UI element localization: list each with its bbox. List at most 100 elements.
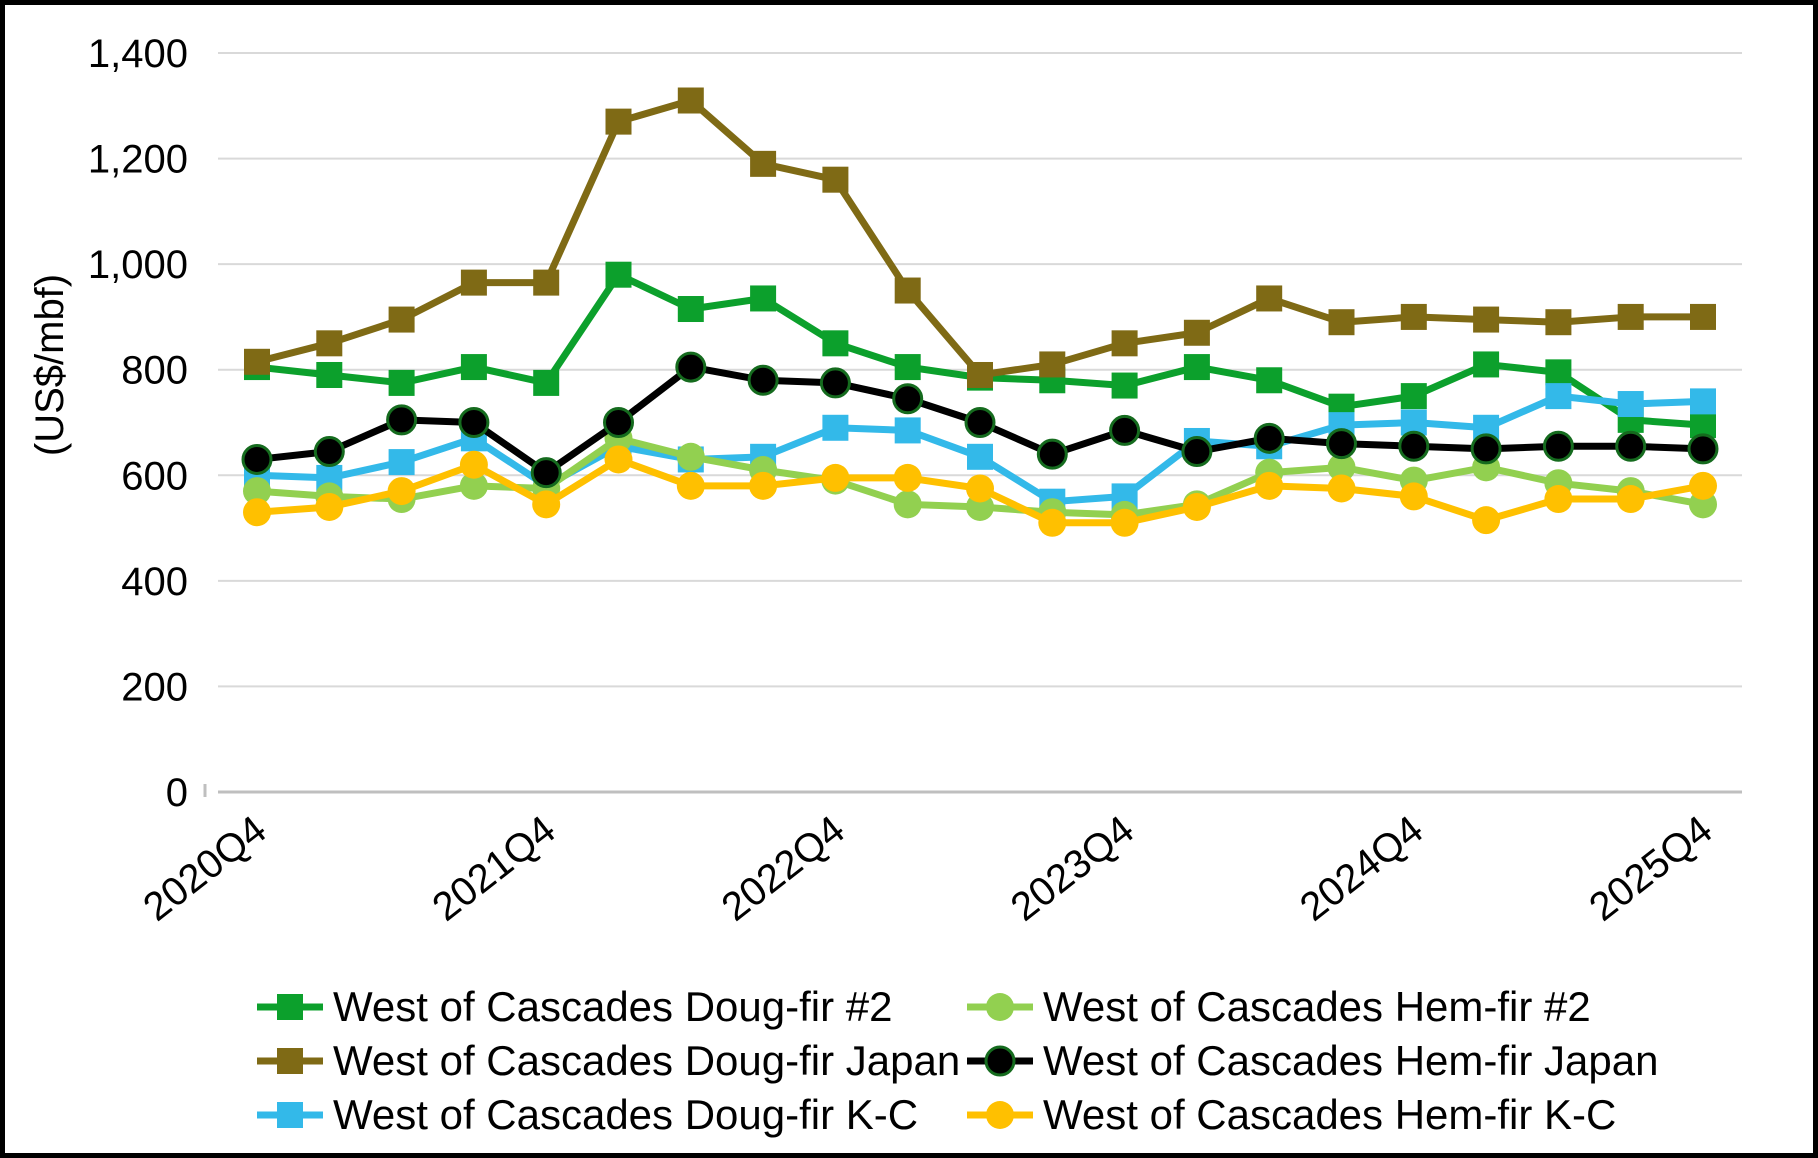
legend-label-west-of-cascades-doug-fir-k-c: West of Cascades Doug-fir K-C <box>333 1091 918 1138</box>
marker-west-of-cascades-hem-fir-k-c-2025Q2 <box>1544 485 1573 514</box>
marker-west-of-cascades-doug-fir-2-2024Q2 <box>1256 367 1283 394</box>
marker-west-of-cascades-hem-fir-2-2022Q2 <box>676 442 705 471</box>
marker-west-of-cascades-doug-fir-japan-2024Q1 <box>1183 319 1210 346</box>
marker-west-of-cascades-hem-fir-2-2023Q1 <box>893 490 922 519</box>
marker-west-of-cascades-doug-fir-2-2021Q1 <box>316 361 343 388</box>
marker-west-of-cascades-doug-fir-2-2024Q1 <box>1183 354 1210 381</box>
legend-marker-west-of-cascades-doug-fir-japan <box>277 1048 303 1074</box>
chart-canvas: 0 200 400 600 800 1,000 1,200 1,400 2020Q4 2021Q4… <box>28 32 1742 1138</box>
marker-west-of-cascades-hem-fir-2-2020Q4 <box>243 477 271 506</box>
x-tick-label-2023Q4: 2023Q4 <box>1003 807 1142 929</box>
marker-west-of-cascades-hem-fir-japan-2022Q1 <box>603 407 634 438</box>
marker-west-of-cascades-hem-fir-japan-2020Q4 <box>241 443 273 475</box>
marker-west-of-cascades-doug-fir-japan-2022Q3 <box>750 150 777 177</box>
marker-west-of-cascades-doug-fir-japan-2025Q1 <box>1473 306 1500 333</box>
marker-west-of-cascades-hem-fir-k-c-2023Q2 <box>966 474 994 503</box>
marker-west-of-cascades-doug-fir-k-c-2025Q3 <box>1617 391 1644 418</box>
marker-west-of-cascades-doug-fir-k-c-2023Q1 <box>894 417 921 444</box>
marker-west-of-cascades-hem-fir-japan-2022Q3 <box>747 364 779 396</box>
marker-west-of-cascades-hem-fir-japan-2025Q3 <box>1615 430 1647 462</box>
legend-label-west-of-cascades-hem-fir-2: West of Cascades Hem-fir #2 <box>1043 983 1591 1030</box>
marker-west-of-cascades-hem-fir-japan-2021Q1 <box>313 436 345 468</box>
marker-west-of-cascades-hem-fir-japan-2024Q4 <box>1398 430 1430 462</box>
y-tick-label-1000: 1,000 <box>88 243 188 287</box>
line-west-of-cascades-doug-fir-2 <box>253 271 1707 429</box>
marker-west-of-cascades-hem-fir-japan-2021Q3 <box>458 407 490 438</box>
legend-item-west-of-cascades-hem-fir-k-c: West of Cascades Hem-fir K-C <box>967 1091 1616 1138</box>
legend-item-west-of-cascades-hem-fir-2: West of Cascades Hem-fir #2 <box>967 983 1591 1030</box>
marker-west-of-cascades-doug-fir-k-c-2025Q4 <box>1690 388 1716 415</box>
marker-west-of-cascades-hem-fir-japan-2024Q3 <box>1326 428 1357 460</box>
marker-west-of-cascades-hem-fir-k-c-2022Q4 <box>821 463 850 492</box>
legend-marker-west-of-cascades-hem-fir-k-c <box>986 1101 1014 1129</box>
marker-west-of-cascades-hem-fir-k-c-2024Q4 <box>1399 482 1428 511</box>
marker-west-of-cascades-hem-fir-japan-2025Q2 <box>1542 430 1574 462</box>
marker-west-of-cascades-doug-fir-japan-2021Q3 <box>460 269 487 296</box>
marker-west-of-cascades-doug-fir-japan-2025Q4 <box>1690 303 1716 330</box>
marker-west-of-cascades-hem-fir-japan-2024Q2 <box>1253 422 1285 454</box>
marker-west-of-cascades-doug-fir-2-2022Q3 <box>750 285 777 312</box>
marker-west-of-cascades-doug-fir-k-c-2021Q2 <box>388 449 415 476</box>
legend-item-west-of-cascades-doug-fir-k-c: West of Cascades Doug-fir K-C <box>257 1091 918 1138</box>
marker-west-of-cascades-hem-fir-japan-2023Q4 <box>1109 414 1141 446</box>
marker-west-of-cascades-doug-fir-2-2021Q2 <box>388 369 415 396</box>
y-tick-label-0: 0 <box>166 771 188 815</box>
legend-marker-west-of-cascades-doug-fir-2 <box>277 994 303 1020</box>
legend-label-west-of-cascades-doug-fir-japan: West of Cascades Doug-fir Japan <box>333 1037 960 1084</box>
marker-west-of-cascades-doug-fir-2-2021Q3 <box>460 354 487 381</box>
marker-west-of-cascades-doug-fir-2-2023Q1 <box>894 354 921 381</box>
marker-west-of-cascades-doug-fir-2-2022Q1 <box>605 261 632 288</box>
marker-west-of-cascades-hem-fir-japan-2022Q4 <box>819 367 851 399</box>
marker-west-of-cascades-hem-fir-k-c-2022Q2 <box>676 471 705 500</box>
marker-west-of-cascades-doug-fir-japan-2021Q4 <box>533 269 560 296</box>
marker-west-of-cascades-doug-fir-k-c-2025Q2 <box>1545 383 1572 410</box>
marker-west-of-cascades-doug-fir-japan-2022Q4 <box>822 166 849 193</box>
legend-item-west-of-cascades-doug-fir-2: West of Cascades Doug-fir #2 <box>257 983 892 1030</box>
marker-west-of-cascades-doug-fir-2-2025Q2 <box>1545 359 1572 386</box>
marker-west-of-cascades-hem-fir-k-c-2025Q1 <box>1472 506 1501 535</box>
marker-west-of-cascades-doug-fir-japan-2024Q3 <box>1328 309 1355 336</box>
marker-west-of-cascades-hem-fir-japan-2021Q2 <box>386 404 418 436</box>
y-tick-label-600: 600 <box>121 454 188 498</box>
marker-west-of-cascades-hem-fir-japan-2025Q1 <box>1470 433 1502 465</box>
marker-west-of-cascades-doug-fir-japan-2020Q4 <box>244 348 270 375</box>
marker-west-of-cascades-doug-fir-2-2023Q4 <box>1111 372 1138 399</box>
y-axis-title: (US$/mbf) <box>28 274 72 456</box>
marker-west-of-cascades-hem-fir-k-c-2021Q3 <box>459 450 488 479</box>
marker-west-of-cascades-doug-fir-japan-2024Q4 <box>1400 303 1427 330</box>
marker-west-of-cascades-doug-fir-2-2022Q2 <box>677 296 704 323</box>
marker-west-of-cascades-hem-fir-japan-2023Q2 <box>964 407 996 438</box>
marker-west-of-cascades-doug-fir-japan-2021Q1 <box>316 330 343 357</box>
line-west-of-cascades-doug-fir-japan <box>253 97 1707 379</box>
y-tick-label-400: 400 <box>121 560 188 604</box>
legend-marker-west-of-cascades-hem-fir-2 <box>986 993 1014 1021</box>
marker-west-of-cascades-hem-fir-k-c-2023Q3 <box>1038 508 1067 537</box>
legend-marker-west-of-cascades-doug-fir-k-c <box>277 1102 303 1128</box>
marker-west-of-cascades-hem-fir-k-c-2025Q3 <box>1616 485 1645 514</box>
marker-west-of-cascades-doug-fir-k-c-2022Q4 <box>822 414 849 441</box>
legend-marker-west-of-cascades-hem-fir-japan <box>984 1045 1016 1077</box>
marker-west-of-cascades-hem-fir-k-c-2025Q4 <box>1689 471 1717 500</box>
marker-west-of-cascades-doug-fir-japan-2025Q3 <box>1617 303 1644 330</box>
marker-west-of-cascades-hem-fir-k-c-2023Q4 <box>1110 508 1139 537</box>
y-tick-label-1200: 1,200 <box>88 138 188 182</box>
marker-west-of-cascades-hem-fir-k-c-2021Q1 <box>315 492 344 521</box>
x-tick-label-2020Q4: 2020Q4 <box>135 807 274 929</box>
legend-label-west-of-cascades-hem-fir-k-c: West of Cascades Hem-fir K-C <box>1043 1091 1616 1138</box>
x-tick-label-2025Q4: 2025Q4 <box>1581 807 1720 929</box>
marker-west-of-cascades-doug-fir-k-c-2023Q2 <box>967 443 993 470</box>
x-tick-label-2024Q4: 2024Q4 <box>1292 807 1431 929</box>
marker-west-of-cascades-doug-fir-2-2021Q4 <box>533 369 560 396</box>
y-tick-label-1400: 1,400 <box>88 32 188 76</box>
marker-west-of-cascades-hem-fir-k-c-2024Q3 <box>1327 474 1356 503</box>
marker-west-of-cascades-hem-fir-japan-2025Q4 <box>1687 433 1719 465</box>
marker-west-of-cascades-hem-fir-k-c-2022Q1 <box>604 445 633 474</box>
marker-west-of-cascades-hem-fir-k-c-2021Q2 <box>387 477 416 506</box>
y-tick-label-800: 800 <box>121 349 188 393</box>
marker-west-of-cascades-doug-fir-2-2024Q4 <box>1400 383 1427 410</box>
marker-west-of-cascades-hem-fir-2-2021Q3 <box>459 471 488 500</box>
legend-item-west-of-cascades-doug-fir-japan: West of Cascades Doug-fir Japan <box>257 1037 960 1084</box>
marker-west-of-cascades-hem-fir-k-c-2023Q1 <box>893 463 922 492</box>
marker-west-of-cascades-doug-fir-2-2022Q4 <box>822 330 849 357</box>
marker-west-of-cascades-doug-fir-japan-2023Q3 <box>1039 351 1066 378</box>
